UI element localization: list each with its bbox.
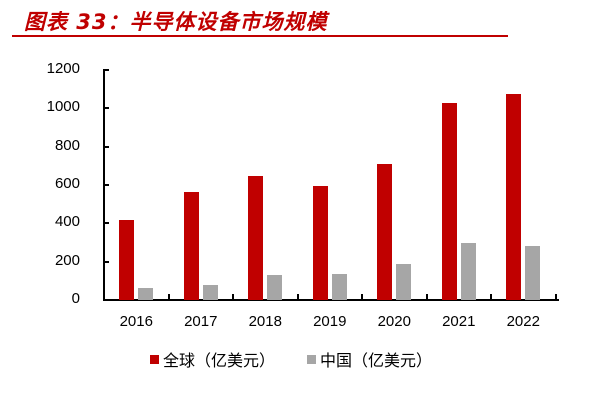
bar-global [506,93,522,300]
x-tick [490,294,492,300]
legend-label-global: 全球（亿美元） [163,351,276,370]
chart-legend: 全球（亿美元） 中国（亿美元） [150,347,464,371]
y-tick [103,299,109,301]
x-axis [103,299,559,301]
legend-swatch-china [307,354,317,364]
legend-swatch-global [150,354,159,364]
legend-item-global: 全球（亿美元） [150,347,275,371]
x-tick [554,294,557,300]
y-tick-label: 0 [71,290,80,307]
legend-item-china: 中国（亿美元） [307,347,432,371]
y-tick-label: 600 [54,175,80,192]
x-tick [167,294,170,300]
bar-china [331,274,347,300]
y-tick [103,260,109,263]
y-tick-label: 1200 [46,60,80,77]
bar-global [183,191,199,300]
bar-china [460,243,476,300]
bar-china [396,264,412,300]
bar-global [248,175,264,300]
x-tick-label: 2017 [184,313,218,330]
chart-title: 图表 33：半导体设备市场规模 [24,10,328,34]
x-tick-label: 2021 [442,313,476,330]
x-tick [232,294,234,300]
bar-global [441,103,457,300]
x-tick [361,294,363,300]
y-tick-label: 800 [54,136,80,154]
y-tick [103,184,109,186]
y-tick-label: 1000 [46,98,80,116]
bar-global [312,185,328,300]
x-tick-label: 2022 [506,313,540,330]
x-tick [425,294,428,300]
y-tick [103,145,109,148]
y-tick [103,222,109,225]
x-tick-label: 2016 [119,313,153,330]
x-tick-label: 2020 [377,313,411,330]
legend-label-china: 中国（亿美元） [320,351,433,370]
title-divider [12,35,508,37]
bar-global [377,163,393,300]
x-tick-label: 2019 [313,313,347,330]
y-tick [103,69,109,71]
bar-global [119,220,135,300]
bar-china [267,274,283,300]
bar-china [525,245,541,300]
x-tick [296,294,299,300]
bar-china [138,287,154,300]
y-tick [103,107,109,110]
bar-china [202,284,218,300]
x-tick-label: 2018 [248,313,282,330]
y-tick-label: 400 [54,213,80,231]
y-tick-label: 200 [54,251,80,269]
